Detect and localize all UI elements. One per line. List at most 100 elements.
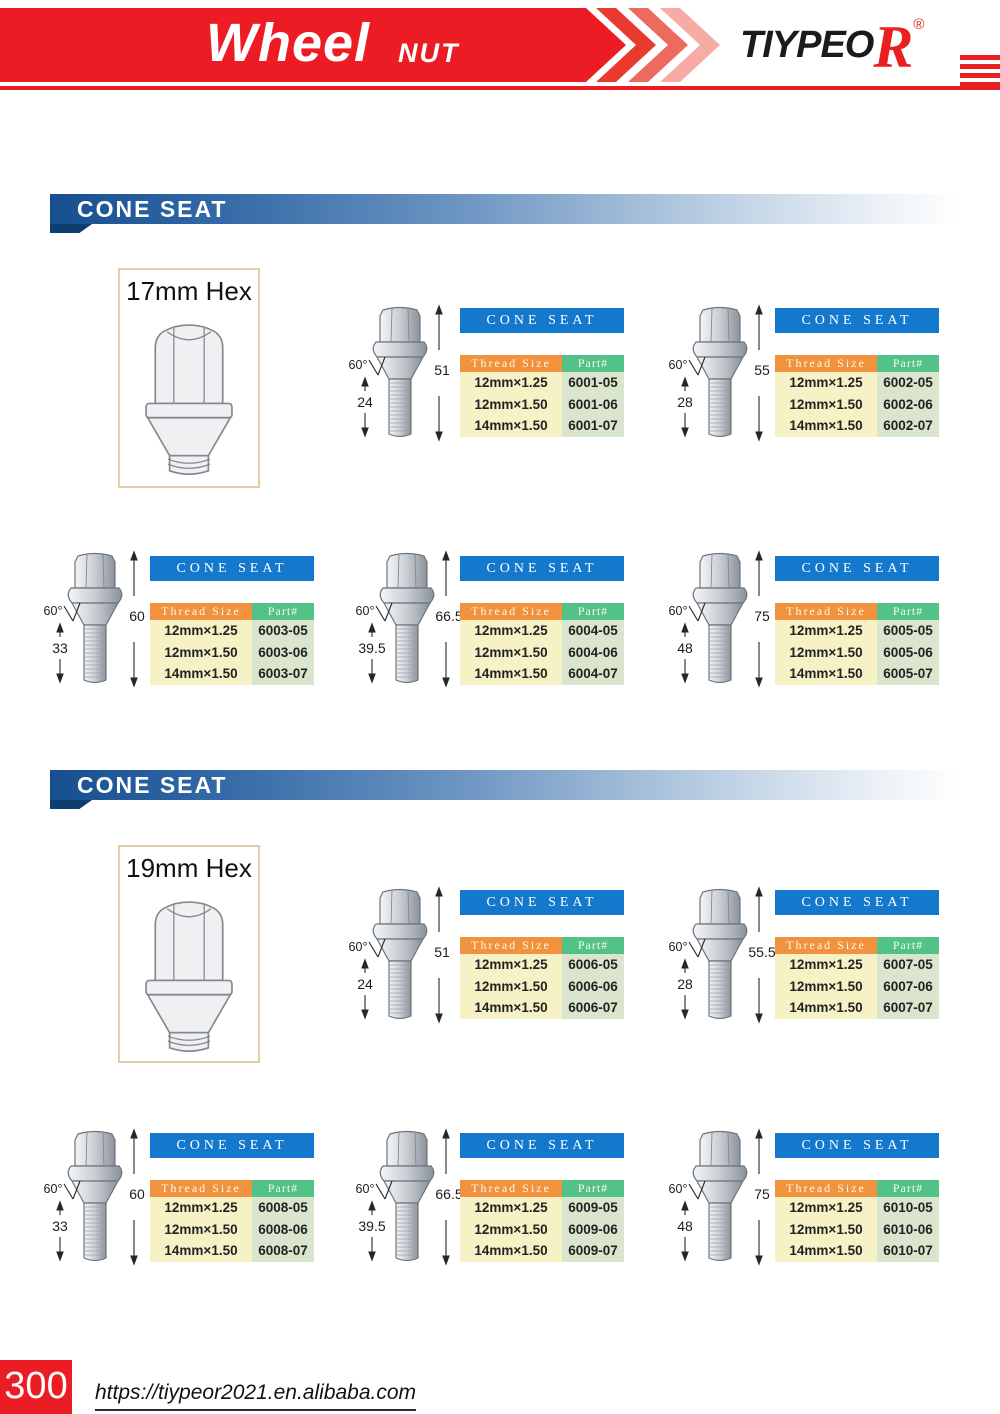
cone-seat-nut-drawing <box>130 886 248 1058</box>
table-body: 12mm×1.25 12mm×1.50 14mm×1.50 6001-05 60… <box>460 372 624 437</box>
table-body: 12mm×1.25 12mm×1.50 14mm×1.50 6002-05 60… <box>775 372 939 437</box>
seat-angle-label: 60° <box>348 358 368 372</box>
bolt-diagram-6007: 60° 55.5 28 <box>665 884 780 1024</box>
part-number-cell: 6009-05 <box>568 1200 618 1216</box>
seat-angle-label: 60° <box>668 358 688 372</box>
thread-length-label: 39.5 <box>358 1218 386 1234</box>
thread-length-label: 33 <box>52 1218 68 1234</box>
thread-size-cell: 12mm×1.25 <box>789 957 863 973</box>
bolt-diagram-6002: 60° 55 28 <box>665 302 780 442</box>
thread-size-cell: 14mm×1.50 <box>474 1243 548 1259</box>
col-header-part: Part# <box>562 1180 624 1197</box>
col-header-part: Part# <box>252 603 314 620</box>
part-number-cell: 6004-07 <box>568 666 618 682</box>
col-header-thread-size: Thread Size <box>775 603 877 620</box>
part-number-cell: 6001-05 <box>568 375 618 391</box>
total-length-label: 55 <box>754 362 770 378</box>
thread-length-label: 28 <box>677 394 693 410</box>
table-body: 12mm×1.25 12mm×1.50 14mm×1.50 6003-05 60… <box>150 620 314 685</box>
registered-trademark-icon: ® <box>913 16 925 33</box>
page-number-badge: 300 <box>0 1360 72 1414</box>
part-number-cell: 6003-05 <box>258 623 308 639</box>
table-title: CONE SEAT <box>150 1133 314 1158</box>
table-body: 12mm×1.25 12mm×1.50 14mm×1.50 6004-05 60… <box>460 620 624 685</box>
seat-angle-label: 60° <box>668 940 688 954</box>
thread-size-cell: 14mm×1.50 <box>789 418 863 434</box>
col-header-part: Part# <box>877 937 939 954</box>
part-number-cell: 6009-07 <box>568 1243 618 1259</box>
part-number-cell: 6007-05 <box>883 957 933 973</box>
thread-length-label: 24 <box>357 976 373 992</box>
header-banner-graphic <box>0 8 1000 90</box>
col-header-thread-size: Thread Size <box>775 937 877 954</box>
thread-size-cell: 14mm×1.50 <box>789 666 863 682</box>
bolt-diagram-6001: 60° 51 24 <box>345 302 460 442</box>
table-column-headers: Thread Size Part# <box>460 1180 624 1197</box>
hex-sample-box-19mm: 19mm Hex <box>118 845 260 1063</box>
table-title: CONE SEAT <box>460 308 624 333</box>
table-column-headers: Thread Size Part# <box>775 1180 939 1197</box>
thread-size-cell: 12mm×1.25 <box>164 1200 238 1216</box>
part-number-cell: 6010-05 <box>883 1200 933 1216</box>
col-header-thread-size: Thread Size <box>460 603 562 620</box>
seat-angle-label: 60° <box>348 940 368 954</box>
seat-angle-label: 60° <box>355 1182 375 1196</box>
table-title: CONE SEAT <box>775 1133 939 1158</box>
total-length-label: 75 <box>754 1186 770 1202</box>
col-header-thread-size: Thread Size <box>150 1180 252 1197</box>
table-body: 12mm×1.25 12mm×1.50 14mm×1.50 6009-05 60… <box>460 1197 624 1262</box>
total-length-label: 55.5 <box>748 944 776 960</box>
thread-length-label: 24 <box>357 394 373 410</box>
table-body: 12mm×1.25 12mm×1.50 14mm×1.50 6005-05 60… <box>775 620 939 685</box>
bolt-diagram-6005: 60° 75 48 <box>665 548 780 688</box>
total-length-label: 66.5 <box>435 1186 463 1202</box>
part-number-cell: 6007-06 <box>883 978 933 994</box>
section-1-banner: CONE SEAT <box>50 194 962 224</box>
thread-size-cell: 14mm×1.50 <box>474 666 548 682</box>
page-subtitle: NUT <box>398 38 460 68</box>
seat-angle-label: 60° <box>43 604 63 618</box>
spec-table-6003: CONE SEAT Thread Size Part# 12mm×1.25 12… <box>150 556 314 685</box>
spec-table-6004: CONE SEAT Thread Size Part# 12mm×1.25 12… <box>460 556 624 685</box>
total-length-label: 60 <box>129 608 145 624</box>
spec-table-6005: CONE SEAT Thread Size Part# 12mm×1.25 12… <box>775 556 939 685</box>
table-title: CONE SEAT <box>775 556 939 581</box>
thread-size-cell: 14mm×1.50 <box>474 418 548 434</box>
part-number-cell: 6010-06 <box>883 1221 933 1237</box>
total-length-label: 75 <box>754 608 770 624</box>
thread-size-cell: 12mm×1.25 <box>474 957 548 973</box>
thread-size-cell: 12mm×1.25 <box>474 623 548 639</box>
spec-table-6006: CONE SEAT Thread Size Part# 12mm×1.25 12… <box>460 890 624 1019</box>
total-length-label: 66.5 <box>435 608 463 624</box>
part-number-cell: 6006-05 <box>568 957 618 973</box>
thread-size-cell: 12mm×1.50 <box>164 644 238 660</box>
col-header-thread-size: Thread Size <box>460 937 562 954</box>
thread-size-cell: 12mm×1.50 <box>789 396 863 412</box>
table-title: CONE SEAT <box>460 1133 624 1158</box>
thread-size-cell: 12mm×1.50 <box>474 978 548 994</box>
part-number-cell: 6004-06 <box>568 644 618 660</box>
thread-size-cell: 14mm×1.50 <box>474 1000 548 1016</box>
total-length-label: 60 <box>129 1186 145 1202</box>
part-number-cell: 6001-06 <box>568 396 618 412</box>
thread-size-cell: 12mm×1.25 <box>789 623 863 639</box>
table-body: 12mm×1.25 12mm×1.50 14mm×1.50 6006-05 60… <box>460 954 624 1019</box>
bolt-diagram-6010: 60° 75 48 <box>665 1126 780 1266</box>
part-number-cell: 6008-07 <box>258 1243 308 1259</box>
thread-size-cell: 12mm×1.50 <box>164 1221 238 1237</box>
table-column-headers: Thread Size Part# <box>775 355 939 372</box>
thread-size-cell: 12mm×1.50 <box>474 1221 548 1237</box>
col-header-thread-size: Thread Size <box>460 1180 562 1197</box>
seat-angle-label: 60° <box>355 604 375 618</box>
cone-seat-nut-drawing <box>130 309 248 481</box>
table-column-headers: Thread Size Part# <box>150 603 314 620</box>
bolt-diagram-6008: 60° 60 33 <box>40 1126 155 1266</box>
col-header-part: Part# <box>562 937 624 954</box>
brand-logo: TIYPEOR® <box>740 16 925 77</box>
seat-angle-label: 60° <box>43 1182 63 1196</box>
thread-size-cell: 12mm×1.25 <box>474 1200 548 1216</box>
bolt-diagram-6006: 60° 51 24 <box>345 884 460 1024</box>
table-title: CONE SEAT <box>775 890 939 915</box>
spec-table-6007: CONE SEAT Thread Size Part# 12mm×1.25 12… <box>775 890 939 1019</box>
col-header-part: Part# <box>877 1180 939 1197</box>
